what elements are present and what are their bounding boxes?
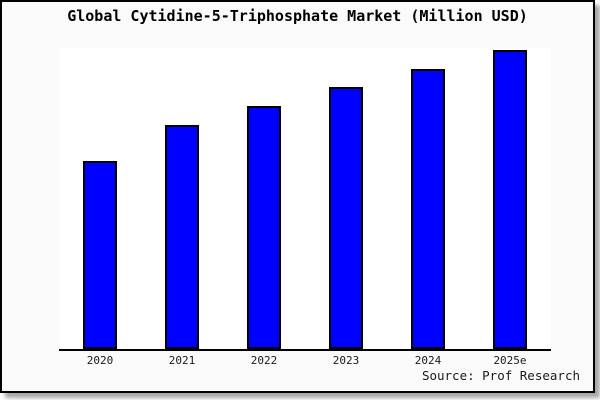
x-tick-label-2024: 2024	[414, 354, 442, 367]
bars-row	[59, 48, 551, 349]
plot-area	[59, 48, 551, 351]
bar-2023	[329, 86, 363, 349]
bar-2022	[247, 105, 281, 349]
bar-2020	[83, 161, 117, 349]
x-tick-label-2021: 2021	[168, 354, 196, 367]
x-tick-label-2025e: 2025e	[493, 354, 527, 367]
bar-slot-2024	[387, 48, 469, 349]
bar-slot-2020	[59, 48, 141, 349]
x-tick-label-2023: 2023	[332, 354, 360, 367]
chart-card: Global Cytidine-5-Triphosphate Market (M…	[0, 0, 595, 393]
bar-2021	[165, 124, 199, 349]
bar-slot-2025e	[469, 48, 551, 349]
source-text: Source: Prof Research	[421, 368, 580, 383]
bar-2025e	[493, 50, 527, 349]
x-axis-labels: 2020 2021 2022 2023 2024 2025e	[59, 354, 551, 367]
bar-2024	[411, 68, 445, 349]
bar-slot-2022	[223, 48, 305, 349]
chart-title: Global Cytidine-5-Triphosphate Market (M…	[67, 7, 528, 25]
x-tick-label-2022: 2022	[250, 354, 278, 367]
bar-slot-2021	[141, 48, 223, 349]
bar-slot-2023	[305, 48, 387, 349]
x-tick-label-2020: 2020	[86, 354, 114, 367]
